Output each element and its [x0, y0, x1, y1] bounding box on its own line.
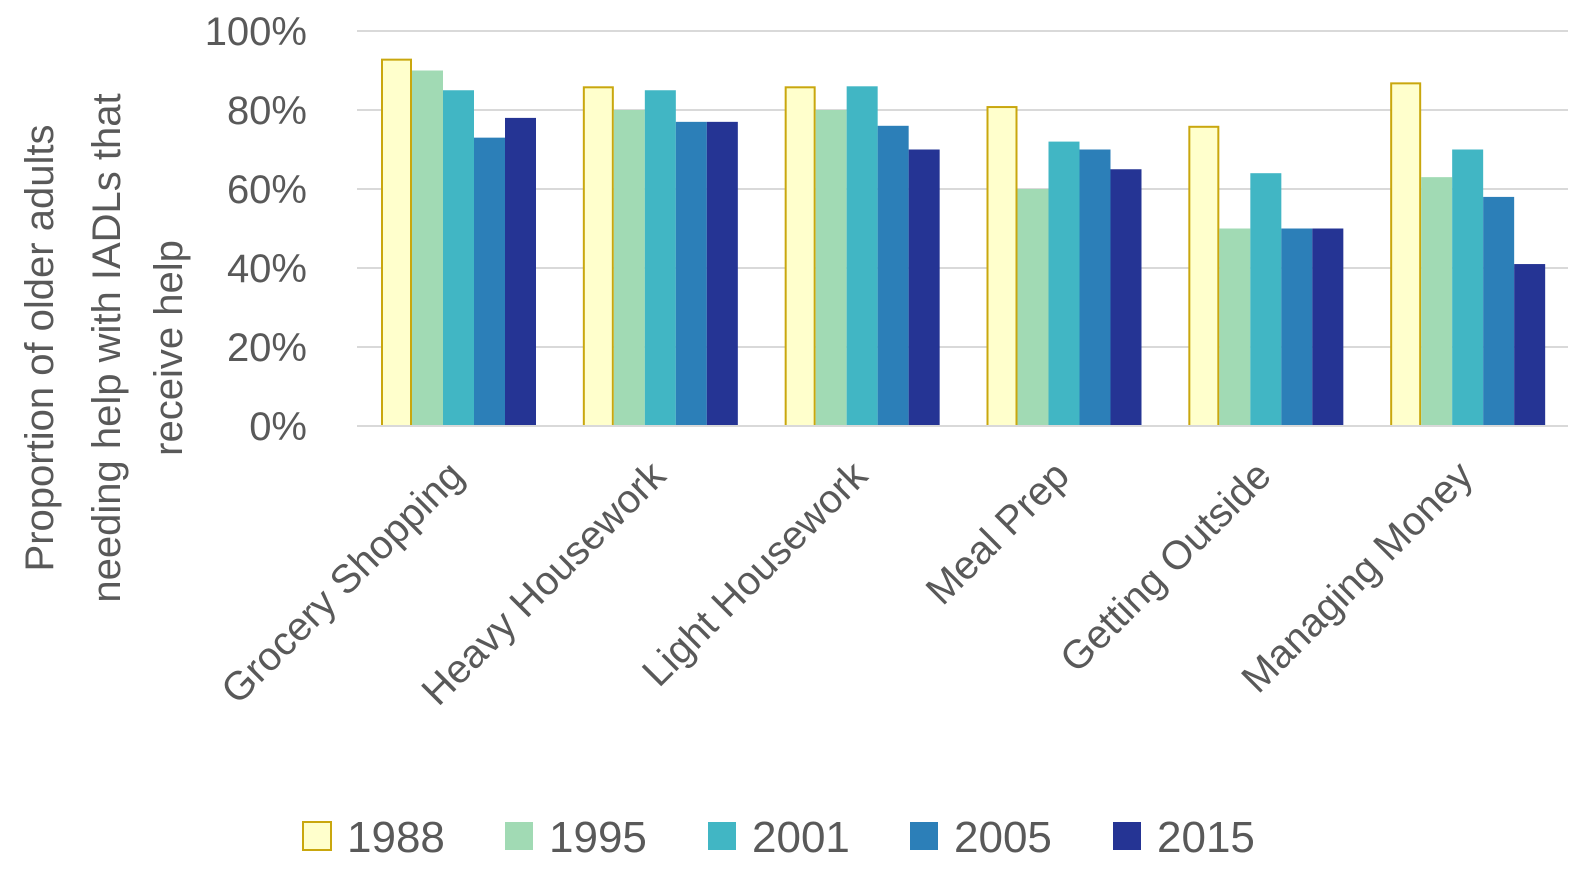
y-axis-ticks: 0% 20% 40% 60% 80% 100%: [205, 10, 307, 449]
y-tick-label: 60%: [227, 168, 307, 212]
bar-2001-light-housework: [846, 86, 878, 427]
bar-1995-heavy-housework: [613, 110, 645, 426]
gridlines: [357, 30, 1568, 348]
legend-label: 2005: [954, 813, 1052, 862]
bar-1988-meal-prep: [986, 106, 1018, 428]
legend-swatch-1988: [302, 821, 332, 851]
bar-2015-heavy-housework: [706, 121, 738, 426]
bar-1995-light-housework: [815, 110, 847, 426]
bar-1995-getting-outside: [1219, 228, 1251, 426]
legend-label: 1995: [549, 813, 647, 862]
x-category-label: Getting Outside: [1052, 453, 1280, 681]
bar-1988-grocery-shopping: [381, 58, 412, 428]
x-category-label: Light Housework: [634, 453, 876, 695]
bar-2015-getting-outside: [1312, 228, 1344, 426]
bar-2005-meal-prep: [1079, 149, 1111, 426]
legend-swatch-2001: [708, 822, 736, 850]
y-tick-label: 80%: [227, 89, 307, 133]
legend-swatch-2005: [910, 822, 938, 850]
bar-2005-grocery-shopping: [474, 137, 505, 426]
bar-2015-light-housework: [908, 149, 940, 426]
bar-2005-light-housework: [877, 125, 909, 427]
bar-1988-light-housework: [784, 86, 816, 428]
bar-2001-meal-prep: [1048, 141, 1080, 426]
legend-label: 1988: [347, 813, 445, 862]
bar-2001-grocery-shopping: [443, 90, 474, 426]
bar-2001-getting-outside: [1250, 173, 1282, 426]
y-axis-title-line: receive help: [147, 240, 191, 456]
y-axis-title-line: needing help with IADLs that: [85, 93, 129, 602]
y-axis-title-line: Proportion of older adults: [18, 125, 62, 572]
bar-1988-managing-money: [1390, 82, 1422, 427]
bars: [381, 58, 1546, 428]
bar-2001-heavy-housework: [644, 90, 676, 426]
bar-2015-grocery-shopping: [505, 117, 536, 427]
legend: 1988 1995 2001 2005 2015: [302, 813, 1255, 862]
y-tick-label: 20%: [227, 326, 307, 370]
bar-2005-managing-money: [1483, 196, 1515, 426]
bar-2015-managing-money: [1514, 264, 1546, 426]
bar-2005-heavy-housework: [675, 121, 707, 426]
y-tick-label: 100%: [205, 10, 307, 54]
bar-2015-meal-prep: [1110, 169, 1142, 426]
bar-1995-grocery-shopping: [412, 70, 443, 426]
bar-1995-meal-prep: [1017, 189, 1049, 426]
legend-label: 2015: [1157, 813, 1255, 862]
bar-1988-heavy-housework: [582, 86, 614, 428]
legend-swatch-1995: [505, 822, 533, 850]
y-axis-title: Proportion of older adults needing help w…: [18, 93, 191, 602]
y-tick-label: 0%: [249, 405, 307, 449]
bar-1995-managing-money: [1421, 177, 1453, 426]
legend-label: 2001: [752, 813, 850, 862]
bar-2005-getting-outside: [1281, 228, 1313, 426]
y-tick-label: 40%: [227, 247, 307, 291]
legend-swatch-2015: [1113, 822, 1141, 850]
bar-1988-getting-outside: [1188, 125, 1220, 428]
bar-2001-managing-money: [1452, 149, 1484, 426]
x-category-label: Meal Prep: [918, 453, 1078, 613]
